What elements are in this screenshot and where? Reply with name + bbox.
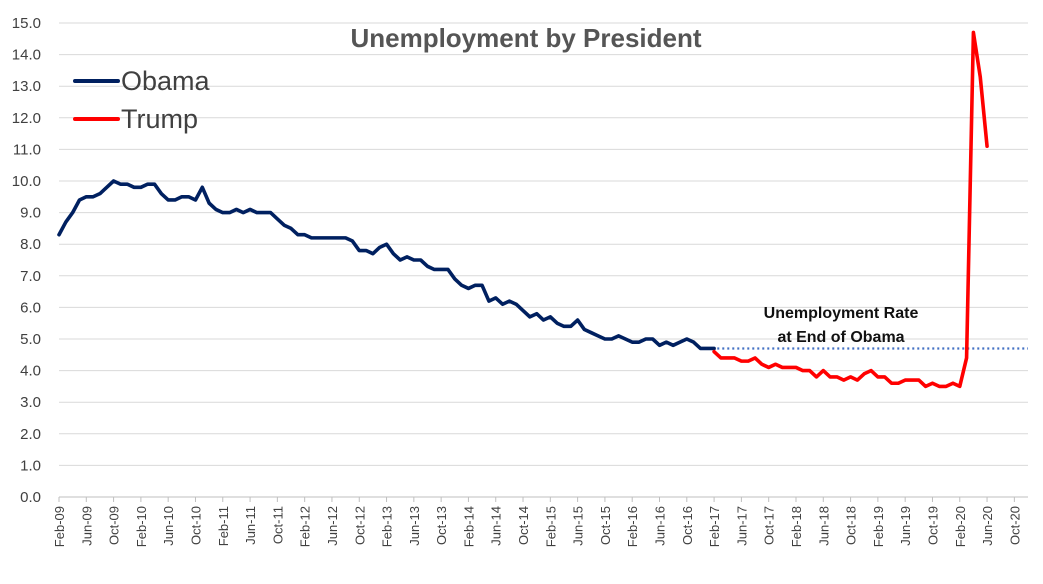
y-tick-label: 11.0 bbox=[13, 141, 41, 158]
y-tick-label: 3.0 bbox=[20, 394, 41, 411]
x-tick-label: Jun-14 bbox=[489, 506, 504, 546]
chart-title: Unemployment by President bbox=[350, 23, 701, 53]
x-tick-label: Feb-14 bbox=[461, 506, 476, 547]
y-tick-label: 7.0 bbox=[20, 268, 41, 285]
x-tick-label: Jun-13 bbox=[407, 506, 422, 546]
legend-label-trump: Trump bbox=[121, 104, 198, 134]
x-tick-label: Feb-17 bbox=[707, 506, 722, 547]
x-tick-label: Oct-15 bbox=[598, 506, 613, 545]
annotation: Unemployment Rate at End of Obama bbox=[764, 305, 919, 346]
annotation-line-1: Unemployment Rate bbox=[764, 305, 919, 322]
series-line-trump bbox=[712, 30, 989, 389]
x-tick-label: Feb-11 bbox=[216, 506, 231, 546]
x-tick-label: Feb-09 bbox=[52, 506, 67, 547]
x-tick-label: Feb-18 bbox=[789, 506, 804, 547]
y-tick-label: 1.0 bbox=[20, 457, 41, 474]
x-tick-label: Jun-10 bbox=[161, 506, 176, 546]
x-tick-label: Oct-11 bbox=[270, 506, 285, 544]
series-lines bbox=[57, 30, 989, 389]
x-tick-label: Oct-19 bbox=[925, 506, 940, 545]
y-tick-label: 10.0 bbox=[12, 173, 41, 190]
x-tick-label: Feb-16 bbox=[625, 506, 640, 547]
y-axis: 0.0 1.0 2.0 3.0 4.0 5.0 6.0 7.0 8.0 9.0 10.0 11.0 12… bbox=[12, 15, 41, 506]
x-tick-label: Jun-17 bbox=[734, 506, 749, 546]
x-tick-label: Jun-19 bbox=[898, 506, 913, 546]
series-line-obama bbox=[57, 179, 716, 351]
x-tick-label: Oct-18 bbox=[844, 506, 859, 545]
annotation-line-2: at End of Obama bbox=[777, 329, 904, 346]
x-axis: Feb-09 Jun-09 Oct-09 Feb-10 Jun-10 Oct-10 Feb-… bbox=[52, 496, 1028, 547]
x-tick-label: Jun-09 bbox=[79, 506, 94, 546]
y-tick-label: 6.0 bbox=[20, 299, 41, 316]
x-tick-label: Feb-20 bbox=[953, 506, 968, 547]
x-tick-label: Oct-20 bbox=[1007, 506, 1022, 545]
x-tick-label: Feb-19 bbox=[871, 506, 886, 547]
x-tick-label: Jun-18 bbox=[816, 506, 831, 546]
y-tick-label: 4.0 bbox=[20, 363, 41, 380]
x-tick-label: Oct-12 bbox=[352, 506, 367, 545]
legend-label-obama: Obama bbox=[121, 66, 211, 96]
y-tick-label: 15.0 bbox=[12, 15, 41, 32]
x-tick-label: Oct-14 bbox=[516, 506, 531, 545]
y-tick-label: 2.0 bbox=[20, 426, 41, 443]
gridlines bbox=[59, 22, 1028, 466]
y-tick-label: 8.0 bbox=[20, 236, 41, 253]
x-tick-label: Feb-15 bbox=[543, 506, 558, 547]
y-tick-label: 12.0 bbox=[12, 110, 41, 127]
x-tick-label: Oct-09 bbox=[107, 506, 122, 545]
x-tick-label: Jun-15 bbox=[571, 506, 586, 546]
x-tick-label: Oct-10 bbox=[188, 506, 203, 545]
x-tick-label: Feb-10 bbox=[134, 506, 149, 547]
y-tick-label: 13.0 bbox=[12, 78, 41, 95]
legend: Obama Trump bbox=[73, 66, 211, 134]
x-tick-label: Jun-12 bbox=[325, 506, 340, 546]
y-tick-label: 5.0 bbox=[20, 331, 41, 348]
x-tick-label: Feb-12 bbox=[298, 506, 313, 547]
y-tick-label: 9.0 bbox=[20, 205, 41, 222]
x-tick-label: Feb-13 bbox=[380, 506, 395, 547]
x-tick-label: Jun-11 bbox=[243, 506, 258, 545]
y-tick-label: 0.0 bbox=[20, 489, 41, 506]
x-tick-label: Oct-16 bbox=[680, 506, 695, 545]
x-tick-label: Jun-20 bbox=[980, 506, 995, 546]
x-tick-label: Oct-17 bbox=[762, 506, 777, 545]
x-tick-label: Jun-16 bbox=[653, 506, 668, 546]
x-tick-label: Oct-13 bbox=[434, 506, 449, 545]
y-tick-label: 14.0 bbox=[12, 47, 41, 64]
